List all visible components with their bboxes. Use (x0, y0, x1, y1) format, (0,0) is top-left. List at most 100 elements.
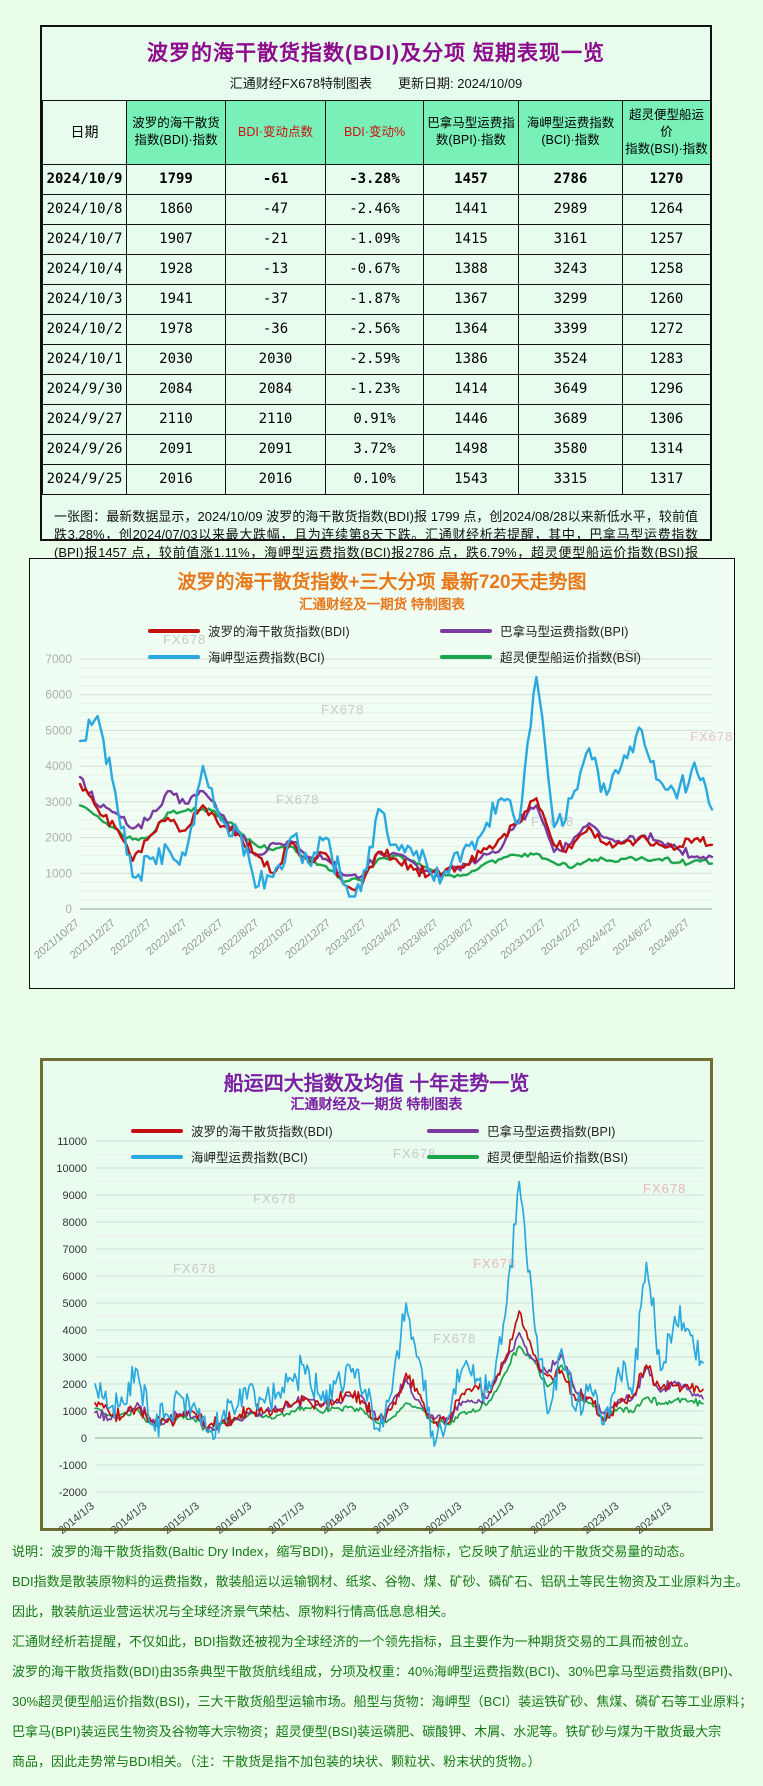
y-axis-label: 6000 (45, 688, 72, 702)
y-axis-label: 5000 (63, 1298, 87, 1310)
fx678-watermark: FX678 (690, 729, 733, 744)
fx678-watermark: FX678 (596, 647, 639, 662)
y-axis-label: 11000 (57, 1136, 87, 1148)
table-cell: 2024/10/8 (42, 193, 127, 225)
y-axis-label: 0 (65, 902, 72, 916)
chart-10y-title: 船运四大指数及均值 十年走势一览 (223, 1073, 530, 1095)
footer-notes: 说明：波罗的海干散货指数(Baltic Dry Index，缩写BDI)，是航运… (12, 1537, 760, 1777)
table-row: 2024/9/30 2084 2084 -1.23% 1414 3649 1296 (42, 373, 711, 405)
table-cell: 1978 (126, 313, 226, 345)
legend-item: 巴拿马型运费指数(BPI) (440, 621, 641, 640)
legend-item: 海岬型运费指数(BCI) (148, 647, 440, 666)
legend-item: 波罗的海干散货指数(BDI) (131, 1121, 427, 1140)
y-axis-label: 2000 (63, 1379, 87, 1391)
bdi-data-table: 日期 波罗的海干散货 指数(BDI)·指数 BDI·变动点数 BDI·变动% 巴拿马型运… (42, 100, 711, 495)
table-cell: -21 (225, 223, 326, 255)
chart-line-3 (78, 804, 714, 884)
table-cell: -61 (225, 163, 326, 195)
table-cell: 1364 (423, 313, 519, 345)
table-cell: 2024/9/25 (42, 463, 127, 495)
table-cell: 1441 (423, 193, 519, 225)
x-axis-label: 2018/1/3 (319, 1500, 360, 1537)
table-cell: 1907 (126, 223, 226, 255)
legend-label: 超灵便型船运价指数(BSI) (500, 651, 641, 665)
chart-line-2 (94, 1180, 704, 1447)
footer-line: 30%超灵便型船运价指数(BSI)，三大干散货船型运输市场。船型与货物：海岬型（… (12, 1694, 753, 1709)
x-axis-label: 2014/1/3 (56, 1500, 97, 1537)
fx678-watermark: FX678 (276, 792, 319, 807)
legend-line-icon (131, 1128, 183, 1133)
table-cell: 3399 (518, 313, 623, 345)
table-cell: 1306 (622, 403, 711, 435)
table-cell: 1283 (622, 343, 711, 375)
table-cell: -47 (225, 193, 326, 225)
table-cell: 2786 (518, 163, 623, 195)
table-cell: 2091 (225, 433, 326, 465)
fx678-watermark: FX678 (253, 1191, 296, 1206)
table-cell: 2016 (225, 463, 326, 495)
y-axis-label: 4000 (63, 1325, 87, 1337)
table-cell: -3.28% (325, 163, 424, 195)
table-cell: 1367 (423, 283, 519, 315)
table-cell: 3524 (518, 343, 623, 375)
y-axis-label: 9000 (63, 1190, 87, 1202)
column-header: BDI·变动% (325, 100, 424, 165)
legend-label: 超灵便型船运价指数(BSI) (487, 1151, 628, 1165)
table-cell: 1314 (622, 433, 711, 465)
legend-label: 海岬型运费指数(BCI) (191, 1151, 308, 1165)
table-cell: 2024/10/9 (42, 163, 127, 195)
chart-10y-legend: 波罗的海干散货指数(BDI) 巴拿马型运费指数(BPI) 海岬型运费指数(BCI) 超… (131, 1121, 628, 1166)
legend-label: 波罗的海干散货指数(BDI) (191, 1125, 333, 1139)
table-cell: 3315 (518, 463, 623, 495)
table-cell: 2024/10/4 (42, 253, 127, 285)
y-axis-label: 7000 (63, 1244, 87, 1256)
fx678-watermark: FX678 (163, 632, 206, 647)
table-cell: 3649 (518, 373, 623, 405)
footer-line: 因此，散装航运业营运状况与全球经济景气荣枯、原物料行情高低息息相关。 (12, 1604, 455, 1619)
fx678-watermark: FX678 (643, 1181, 686, 1196)
legend-line-icon (148, 628, 200, 633)
legend-line-icon (131, 1154, 183, 1159)
y-axis-label: 1000 (45, 866, 72, 880)
table-source-label: 汇通财经FX678特制图表 (229, 76, 372, 91)
table-cell: -36 (225, 313, 326, 345)
table-cell: 0.91% (325, 403, 424, 435)
chart-line-0 (78, 782, 714, 892)
column-header: 超灵便型船运价 指数(BSI)·指数 (622, 100, 711, 165)
table-cell: 3299 (518, 283, 623, 315)
table-cell: 2024/9/30 (42, 373, 127, 405)
table-cell: 1415 (423, 223, 519, 255)
table-cell: 1414 (423, 373, 519, 405)
table-cell: 2084 (225, 373, 326, 405)
table-cell: -1.09% (325, 223, 424, 255)
legend-line-icon (440, 628, 492, 633)
table-cell: 1446 (423, 403, 519, 435)
x-axis-label: 2016/1/3 (214, 1500, 255, 1537)
table-cell: 2084 (126, 373, 226, 405)
table-cell: 2024/9/26 (42, 433, 127, 465)
x-axis-label: 2024/8/27 (647, 917, 692, 958)
x-axis-label: 2024/1/3 (633, 1500, 674, 1537)
fx678-watermark: FX678 (321, 702, 364, 717)
legend-label: 巴拿马型运费指数(BPI) (500, 625, 629, 639)
legend-line-icon (427, 1128, 479, 1133)
chart-line-1 (78, 775, 714, 880)
table-cell: 3243 (518, 253, 623, 285)
y-axis-label: 2000 (45, 831, 72, 845)
table-cell: 1270 (622, 163, 711, 195)
chart-10y-subtitle: 汇通财经及一期货 特制图表 (290, 1096, 463, 1112)
fx678-watermark: FX678 (473, 1256, 516, 1271)
table-cell: -1.87% (325, 283, 424, 315)
table-body: 2024/10/9 1799 -61 -3.28% 1457 2786 1270 2024/1… (42, 163, 711, 495)
table-cell: 2110 (126, 403, 226, 435)
table-cell: 1386 (423, 343, 519, 375)
column-header: 海岬型运费指数 (BCI)·指数 (518, 100, 623, 165)
table-cell: 2030 (126, 343, 226, 375)
x-axis-label: 2022/1/3 (528, 1500, 569, 1537)
table-cell: 2030 (225, 343, 326, 375)
table-cell: 1457 (423, 163, 519, 195)
table-cell: 1799 (126, 163, 226, 195)
y-axis-label: 3000 (45, 795, 72, 809)
y-axis-label: 7000 (45, 652, 72, 666)
y-axis-label: 0 (81, 1433, 87, 1445)
